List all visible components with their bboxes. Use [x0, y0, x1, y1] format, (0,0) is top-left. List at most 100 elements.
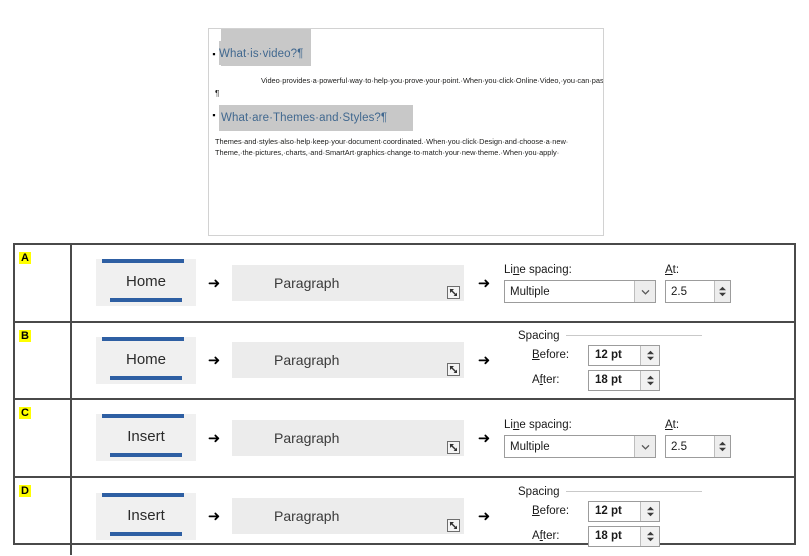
ribbon-active-underline: [110, 375, 182, 380]
spacing-after-row-d: After: 18 pt: [504, 525, 764, 547]
spinner-up-icon-d1[interactable]: [646, 506, 655, 511]
at-field-c: At: 2.5: [665, 419, 731, 459]
paragraph-group-box-a[interactable]: Paragraph: [232, 264, 464, 301]
paragraph-group-box-c[interactable]: Paragraph: [232, 419, 464, 456]
spinner-down-icon-d2[interactable]: [646, 537, 655, 542]
at-label-c: At:: [665, 419, 680, 432]
option-row-c: C Insert ➜ Paragraph ➜: [15, 400, 794, 478]
line-spacing-field-a: Line spacing: Multiple: [504, 264, 656, 304]
spacing-group-rule-d: [565, 491, 702, 493]
arrow-right-icon-c2: ➜: [477, 428, 491, 447]
answer-options-table: A Home ➜ Paragraph ➜: [13, 243, 796, 555]
option-content-c: Insert ➜ Paragraph ➜: [72, 400, 794, 476]
at-spinner-buttons-c[interactable]: [714, 436, 730, 458]
line-spacing-label-a: Line spacing:: [504, 264, 572, 277]
document-preview-panel: ▪ What·is·video?¶ Video·provides·a·power…: [208, 28, 604, 236]
option-content-a: Home ➜ Paragraph ➜: [72, 245, 794, 321]
option-letter-cell-c: C: [15, 400, 72, 476]
document-body-2-line-1: Themes·and·styles·also·help·keep·your·do…: [215, 136, 569, 146]
ribbon-tab-label-b: Home: [125, 350, 166, 368]
paragraph-group-label-b: Paragraph: [274, 352, 340, 369]
spacing-after-spinner-b[interactable]: 18 pt: [588, 369, 660, 391]
chevron-down-icon-c[interactable]: [634, 436, 655, 458]
ribbon-tab-chip-c[interactable]: Insert: [96, 414, 196, 462]
option-letter-c: C: [19, 407, 31, 419]
document-heading-1: What·is·video?¶: [219, 48, 304, 60]
document-heading-2: What·are·Themes·and·Styles?¶: [221, 111, 388, 124]
document-empty-paragraph: ¶: [215, 88, 220, 98]
line-spacing-value-a: Multiple: [510, 285, 550, 298]
spacing-after-row-b: After: 18 pt: [504, 369, 764, 391]
spinner-up-icon-b2[interactable]: [646, 375, 655, 380]
ribbon-top-accent-bar: [102, 492, 184, 497]
spinner-up-icon-d2[interactable]: [646, 531, 655, 536]
ribbon-tab-label-d: Insert: [127, 506, 165, 524]
arrow-right-icon-d2: ➜: [477, 507, 491, 526]
paragraph-group-label-a: Paragraph: [274, 274, 340, 291]
spacing-before-spinner-buttons-b[interactable]: [640, 345, 659, 365]
option-letter-cell-d: D: [15, 477, 72, 555]
ribbon-top-accent-bar: [102, 414, 184, 419]
spacing-after-value-d: 18 pt: [595, 530, 622, 543]
at-value-a: 2.5: [671, 285, 687, 298]
ribbon-tab-chip-d[interactable]: Insert: [96, 492, 196, 540]
spinner-down-icon-a[interactable]: [718, 292, 727, 297]
arrow-right-icon-c1: ➜: [207, 428, 221, 447]
spinner-up-icon-b1[interactable]: [646, 350, 655, 355]
spacing-before-label-d: Before:: [532, 505, 570, 518]
settings-panel-c: Line spacing: Multiple At:: [504, 400, 794, 476]
option-row-b: B Home ➜ Paragraph ➜: [15, 322, 794, 400]
at-spinner-c[interactable]: 2.5: [665, 435, 731, 459]
paragraph-dialog-launcher-a[interactable]: [447, 285, 460, 299]
document-heading-1-row: ▪ What·is·video?¶: [209, 29, 603, 67]
at-spinner-a[interactable]: 2.5: [665, 280, 731, 304]
paragraph-dialog-launcher-c[interactable]: [447, 440, 460, 454]
chevron-down-icon-a[interactable]: [634, 281, 655, 303]
spinner-down-icon-b2[interactable]: [646, 381, 655, 386]
line-spacing-field-c: Line spacing: Multiple: [504, 419, 656, 459]
spacing-after-spinner-buttons-b[interactable]: [640, 370, 659, 390]
spacing-before-spinner-b[interactable]: 12 pt: [588, 344, 660, 366]
arrow-right-icon-b1: ➜: [207, 351, 221, 370]
ribbon-active-underline: [110, 531, 182, 536]
option-row-d: D Insert ➜ Paragraph ➜: [15, 477, 794, 556]
arrow-right-icon-a2: ➜: [477, 273, 491, 292]
spacing-before-label-b: Before:: [532, 349, 570, 362]
ribbon-tab-chip-b[interactable]: Home: [96, 336, 196, 384]
line-spacing-dropdown-a[interactable]: Multiple: [504, 280, 656, 304]
spinner-up-icon-a[interactable]: [718, 286, 727, 291]
spacing-group-header-b: Spacing: [504, 330, 764, 342]
paragraph-group-box-b[interactable]: Paragraph: [232, 342, 464, 379]
spacing-after-value-b: 18 pt: [595, 374, 622, 387]
arrow-right-icon-d1: ➜: [207, 507, 221, 526]
at-spinner-buttons-a[interactable]: [714, 281, 730, 303]
paragraph-group-label-c: Paragraph: [274, 429, 340, 446]
option-letter-cell-a: A: [15, 245, 72, 321]
at-value-c: 2.5: [671, 440, 687, 453]
ribbon-tab-chip-a[interactable]: Home: [96, 259, 196, 307]
spinner-down-icon-d1[interactable]: [646, 512, 655, 517]
spacing-after-spinner-d[interactable]: 18 pt: [588, 525, 660, 547]
spinner-down-icon-b1[interactable]: [646, 356, 655, 361]
spacing-controls-d: Spacing Before: 12 pt: [504, 486, 764, 547]
spacing-after-label-b: After:: [532, 374, 560, 387]
paragraph-dialog-launcher-b[interactable]: [447, 363, 460, 377]
spinner-up-icon-c[interactable]: [718, 441, 727, 446]
spinner-down-icon-c[interactable]: [718, 447, 727, 452]
option-row-a: A Home ➜ Paragraph ➜: [15, 245, 794, 323]
at-field-a: At: 2.5: [665, 264, 731, 304]
ribbon-top-accent-bar: [102, 259, 184, 264]
arrow-right-icon-a1: ➜: [207, 273, 221, 292]
paragraph-dialog-launcher-d[interactable]: [447, 519, 460, 533]
spacing-before-row-b: Before: 12 pt: [504, 344, 764, 366]
spacing-before-spinner-d[interactable]: 12 pt: [588, 500, 660, 522]
paragraph-group-box-d[interactable]: Paragraph: [232, 498, 464, 535]
spacing-after-spinner-buttons-d[interactable]: [640, 526, 659, 546]
ribbon-top-accent-bar: [102, 336, 184, 341]
line-spacing-dropdown-c[interactable]: Multiple: [504, 435, 656, 459]
at-label-a: At:: [665, 264, 680, 277]
option-letter-a: A: [19, 252, 31, 264]
settings-panel-b: Spacing Before: 12 pt: [504, 323, 794, 399]
spacing-before-spinner-buttons-d[interactable]: [640, 501, 659, 521]
option-content-d: Insert ➜ Paragraph ➜: [72, 478, 794, 556]
